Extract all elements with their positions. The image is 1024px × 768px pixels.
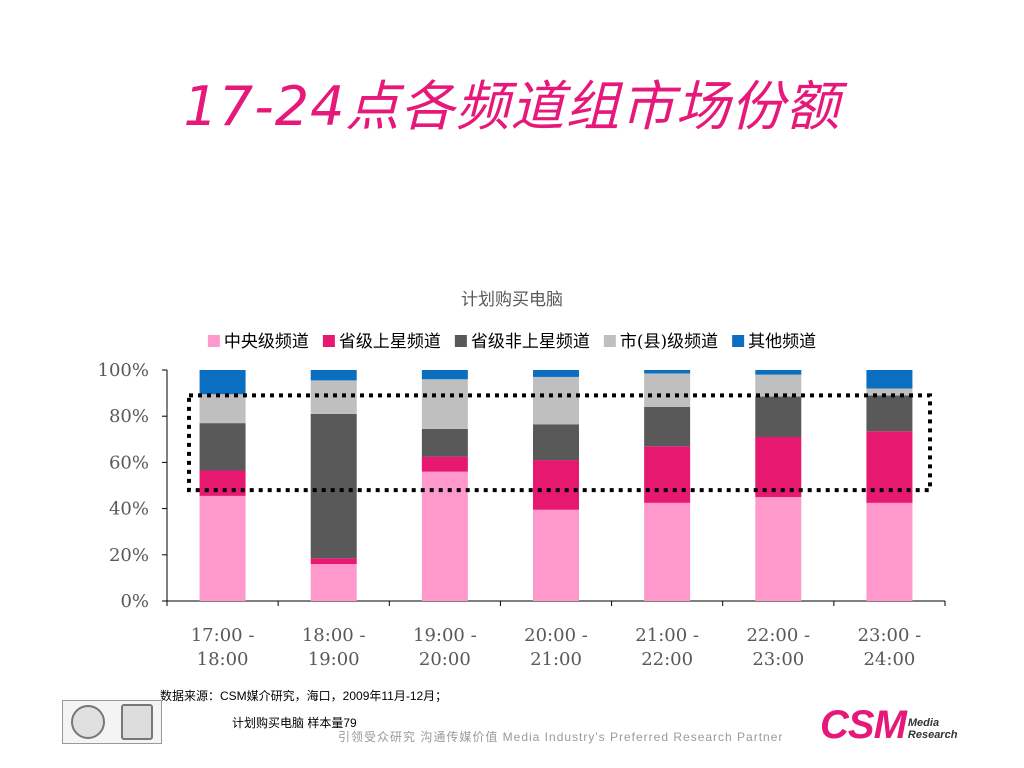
x-tick-label: 23:00 bbox=[752, 649, 804, 670]
legend-label: 省级上星频道 bbox=[339, 332, 441, 352]
legend-label: 市(县)级频道 bbox=[620, 332, 718, 352]
slide-title: 17-24点各频道组市场份额 bbox=[183, 75, 841, 138]
bar-segment bbox=[866, 370, 913, 389]
x-tick-label: 17:00 - bbox=[191, 625, 255, 646]
bar-segment bbox=[644, 370, 691, 374]
logo-sub-text: Media Research bbox=[908, 717, 958, 741]
x-tick-label: 19:00 bbox=[308, 649, 360, 670]
y-tick-label: 60% bbox=[109, 452, 149, 473]
bar-segment bbox=[421, 471, 468, 601]
chart-title: 计划购买电脑 bbox=[461, 290, 563, 310]
bar-segment bbox=[644, 406, 691, 447]
x-tick-label: 20:00 bbox=[419, 649, 471, 670]
bar-segment bbox=[199, 423, 246, 471]
x-tick-label: 19:00 - bbox=[413, 625, 477, 646]
bar-segment bbox=[866, 388, 913, 396]
bar-segment bbox=[310, 370, 357, 381]
legend-swatch bbox=[207, 335, 220, 347]
bar-segment bbox=[866, 502, 913, 601]
bar-segment bbox=[421, 456, 468, 472]
logo-main-text: CSM bbox=[820, 703, 907, 747]
bar-segment bbox=[421, 370, 468, 380]
x-tick-label: 21:00 bbox=[530, 649, 582, 670]
bar-segment bbox=[310, 564, 357, 601]
x-tick-label: 21:00 - bbox=[635, 625, 699, 646]
x-tick-label: 18:00 - bbox=[302, 625, 366, 646]
y-tick-label: 80% bbox=[109, 406, 149, 427]
bar-segment bbox=[755, 374, 802, 397]
ukas-crown-icon bbox=[121, 704, 153, 740]
bar-segment bbox=[644, 373, 691, 407]
bar-segment bbox=[310, 413, 357, 559]
x-tick-label: 23:00 - bbox=[858, 625, 922, 646]
legend-swatch bbox=[732, 335, 745, 347]
legend-label: 其他频道 bbox=[748, 332, 816, 352]
bar-segment bbox=[755, 497, 802, 601]
highlight-box bbox=[187, 393, 932, 493]
bar-segment bbox=[533, 376, 579, 425]
bar-segment bbox=[533, 370, 579, 377]
bar-segment bbox=[533, 460, 579, 510]
bar-segment bbox=[199, 370, 246, 395]
bar-segment bbox=[199, 394, 246, 424]
data-source-note: 数据来源：CSM媒介研究，海口，2009年11月-12月； bbox=[160, 689, 448, 703]
certification-badges bbox=[62, 700, 162, 744]
footer-slogan: 引领受众研究 沟通传媒价值 Media Industry's Preferred… bbox=[338, 730, 784, 744]
bar-segment bbox=[533, 509, 579, 601]
sgs-seal-icon bbox=[71, 705, 105, 739]
bar-segment bbox=[755, 396, 802, 437]
bar-segment bbox=[644, 446, 691, 503]
legend-swatch bbox=[322, 335, 335, 347]
y-tick-label: 40% bbox=[109, 499, 149, 520]
logo-sub-line1: Media bbox=[907, 717, 940, 729]
bar-segment bbox=[644, 502, 691, 601]
sample-size-note: 计划购买电脑 样本量79 bbox=[232, 716, 357, 730]
bar-segment bbox=[421, 428, 468, 457]
csm-logo: CSM Media Research bbox=[820, 705, 957, 745]
legend-swatch bbox=[454, 335, 467, 347]
bar-segment bbox=[421, 379, 468, 429]
x-tick-label: 22:00 bbox=[641, 649, 693, 670]
legend-label: 中央级频道 bbox=[224, 332, 309, 352]
logo-sub-line2: Research bbox=[907, 729, 958, 741]
bar-segment bbox=[310, 558, 357, 565]
bar-segment bbox=[866, 395, 913, 432]
x-tick-label: 18:00 bbox=[197, 649, 249, 670]
y-tick-label: 20% bbox=[109, 545, 149, 566]
x-tick-label: 20:00 - bbox=[524, 625, 588, 646]
bar-segment bbox=[199, 495, 246, 601]
legend-label: 省级非上星频道 bbox=[471, 332, 590, 352]
y-tick-label: 100% bbox=[98, 360, 149, 381]
legend-swatch bbox=[603, 335, 616, 347]
bar-segment bbox=[533, 424, 579, 461]
x-tick-label: 22:00 - bbox=[746, 625, 810, 646]
bar-segment bbox=[755, 436, 802, 498]
bar-segment bbox=[755, 370, 802, 375]
x-tick-label: 24:00 bbox=[863, 649, 915, 670]
y-tick-label: 0% bbox=[120, 591, 149, 612]
